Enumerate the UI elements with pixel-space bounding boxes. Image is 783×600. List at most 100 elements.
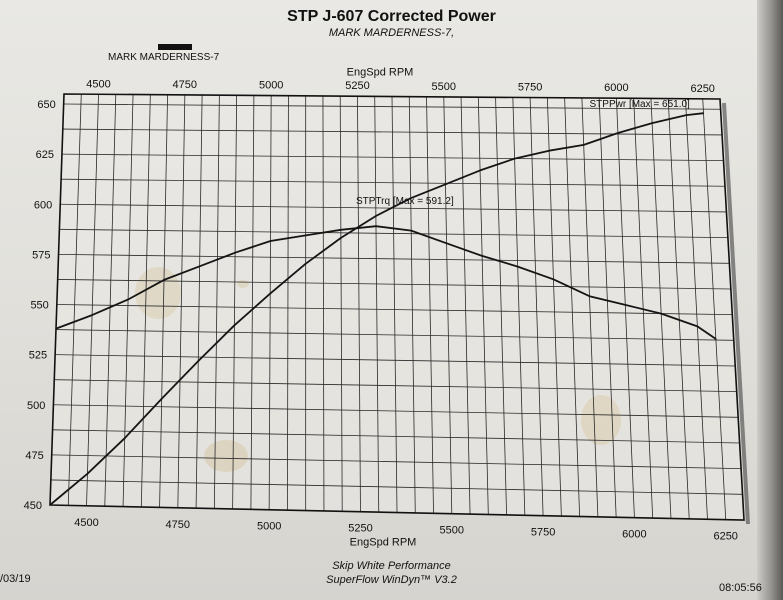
grid-line-vertical (177, 94, 186, 508)
data-point (161, 398, 163, 400)
x-tick-label-bottom: 6000 (622, 529, 646, 541)
series-line-torque (55, 225, 717, 340)
grid-line-vertical (460, 97, 471, 515)
grid-line-vertical (287, 95, 289, 511)
data-point (91, 314, 93, 316)
y-tick-label: 450 (24, 500, 42, 512)
data-point (124, 437, 126, 439)
data-point (588, 295, 591, 297)
data-point (651, 122, 653, 124)
grid-line-vertical (104, 94, 117, 507)
data-point (685, 114, 687, 116)
data-point (234, 252, 236, 254)
x-tick-label-bottom: 6250 (713, 531, 737, 543)
grid-line-horizontal (57, 279, 731, 290)
grid-line-horizontal (51, 454, 742, 470)
grid-line-vertical (268, 95, 272, 510)
grid-line-horizontal (55, 329, 734, 341)
y-tick-label: 475 (25, 450, 43, 462)
chart-subtitle: MARK MARDERNESS-7, (328, 27, 455, 39)
data-point (340, 229, 342, 231)
footer-company: Skip White Performance (332, 560, 451, 572)
data-point (197, 360, 199, 362)
grid-line-horizontal (59, 228, 728, 239)
plot-background (50, 94, 744, 520)
grid-line-horizontal (50, 479, 743, 495)
data-point (715, 338, 717, 340)
grid-line-horizontal (62, 128, 723, 136)
page-edge-shadow (757, 0, 783, 600)
y-tick-label: 550 (30, 300, 48, 312)
x-tick-label-top: 6250 (690, 83, 714, 95)
x-tick-label-bottom: 4750 (166, 519, 190, 531)
data-point (479, 169, 481, 171)
y-tick-label: 625 (36, 149, 54, 161)
x-tick-label-top: 4750 (173, 79, 197, 91)
grid-line-horizontal (61, 153, 724, 162)
grid-line-vertical (250, 95, 255, 510)
y-tick-label: 500 (27, 400, 45, 412)
data-point (340, 237, 342, 239)
series-line-power (49, 112, 704, 506)
data-point (696, 325, 699, 327)
data-point (702, 112, 705, 114)
data-point (305, 234, 307, 236)
grid-line-vertical (512, 97, 526, 516)
grid-line-vertical (232, 95, 238, 509)
grid-line-horizontal (53, 404, 739, 418)
legend-swatch (158, 44, 192, 50)
grid-line-vertical (159, 94, 168, 508)
x-tick-label-bottom: 5000 (257, 521, 281, 533)
print-time: 08:05:56 (719, 582, 762, 594)
data-point (660, 313, 662, 315)
grid-line-horizontal (55, 354, 736, 367)
y-tick-label: 650 (37, 99, 55, 111)
data-point (514, 158, 516, 160)
plot-border (49, 93, 745, 521)
x-axis-title-top: EngSpd RPM (347, 67, 414, 79)
data-point (410, 230, 412, 232)
y-tick-label: 525 (29, 350, 47, 362)
data-point (49, 504, 51, 506)
grid-line-vertical (685, 98, 708, 520)
grid-line-vertical (339, 96, 343, 512)
series-label-power: STPPwr [Max = 651.0] (590, 99, 691, 110)
data-point (446, 242, 448, 244)
grid-line-vertical (598, 98, 617, 518)
data-point (127, 298, 129, 301)
x-tick-label-top: 5500 (432, 81, 456, 93)
grid-line-vertical (495, 97, 507, 515)
y-tick-label: 575 (32, 249, 50, 261)
grid-line-vertical (67, 94, 82, 506)
grid-line-vertical (650, 98, 672, 519)
grid-line-vertical (213, 95, 220, 509)
x-tick-label-bottom: 5500 (440, 525, 464, 537)
data-point (375, 225, 377, 227)
data-point (233, 324, 235, 326)
data-point (583, 144, 585, 146)
x-tick-label-top: 5250 (345, 80, 369, 92)
chart-title: STP J-607 Corrected Power (287, 8, 496, 25)
grid-line-vertical (633, 98, 654, 519)
data-point (481, 255, 483, 257)
grid-line-horizontal (56, 304, 733, 316)
data-point (517, 266, 519, 268)
grid-line-vertical (86, 94, 99, 506)
data-point (548, 150, 550, 152)
x-tick-label-top: 5000 (259, 80, 283, 92)
grid-line-vertical (408, 96, 416, 513)
grid-line-vertical (477, 97, 489, 515)
grid-line-vertical (426, 96, 434, 514)
x-tick-label-top: 4500 (86, 78, 110, 90)
grid-line-vertical (357, 96, 361, 512)
grid-line-vertical (702, 98, 727, 520)
grid-line-vertical (322, 95, 325, 511)
series-label-torque: STPTrq [Max = 591.2] (356, 196, 454, 207)
data-point (375, 215, 377, 217)
data-point (552, 278, 555, 280)
grid-line-horizontal (58, 253, 730, 264)
grid-line-vertical (195, 95, 203, 509)
data-point (444, 183, 447, 185)
data-point (86, 473, 89, 475)
